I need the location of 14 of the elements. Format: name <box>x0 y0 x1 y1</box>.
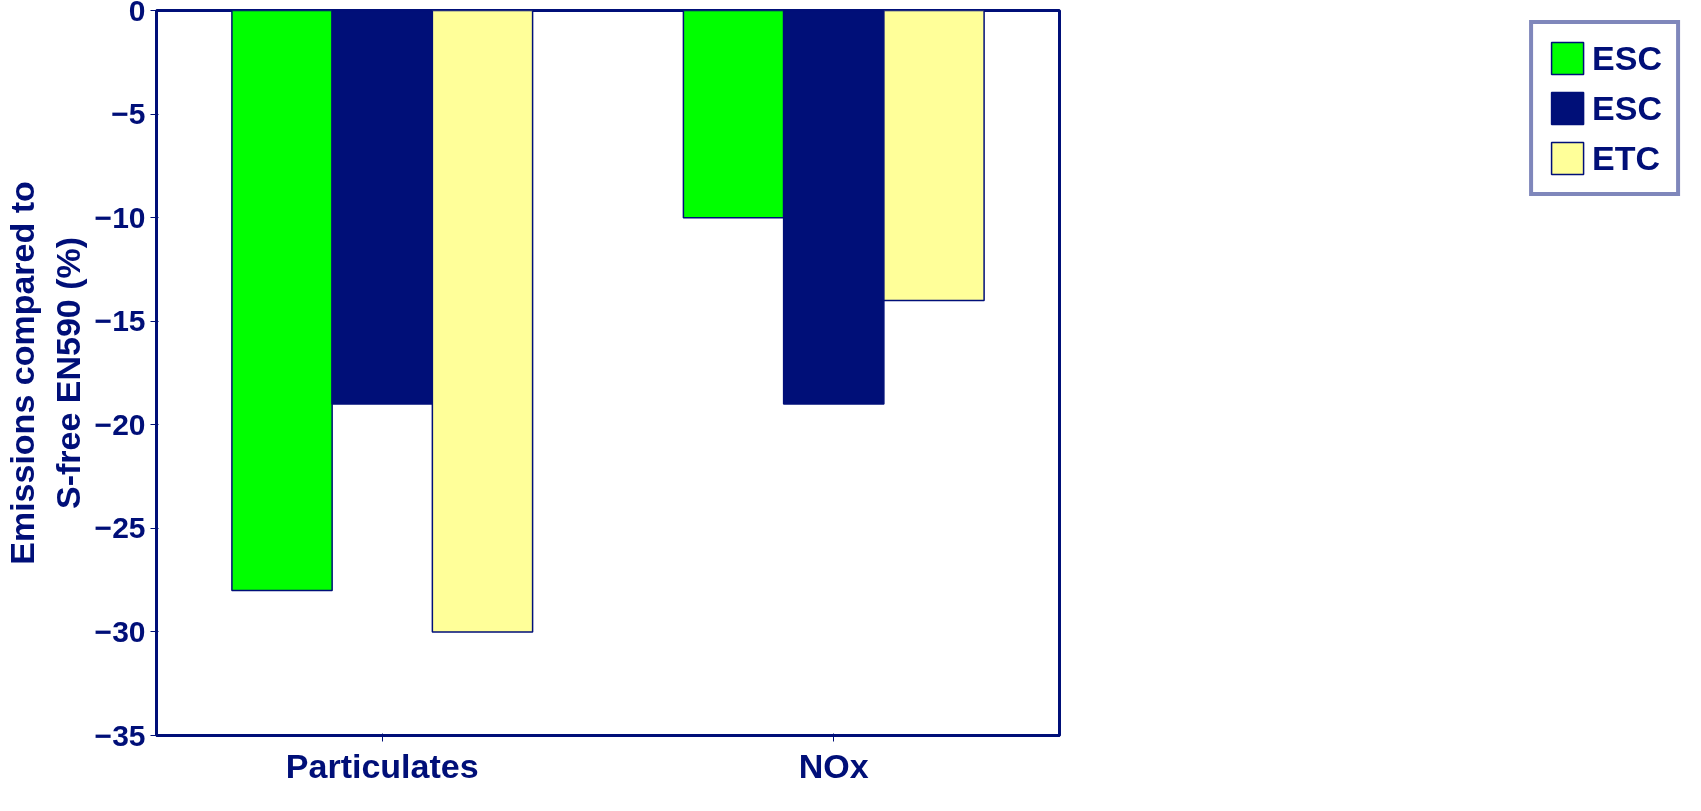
y-tick-label: −5 <box>111 97 146 131</box>
x-tick-label: NOx <box>798 746 869 785</box>
y-tick-label: −35 <box>94 718 146 752</box>
legend-label: ETC <box>1592 138 1661 178</box>
y-tick-label: −10 <box>94 200 146 234</box>
legend-label: ESC <box>1592 38 1662 78</box>
y-tick-label: −15 <box>94 304 146 338</box>
y-tick-label: 0 <box>128 0 146 27</box>
y-tick-label: −30 <box>94 614 146 648</box>
x-tick-label: Particulates <box>285 746 479 785</box>
y-tick-label: −25 <box>94 511 146 545</box>
legend-label: ESC <box>1592 88 1662 128</box>
y-tick-label: −20 <box>94 407 146 441</box>
y-axis-title: Emissions compared to S-free EN590 (%) <box>3 181 87 565</box>
